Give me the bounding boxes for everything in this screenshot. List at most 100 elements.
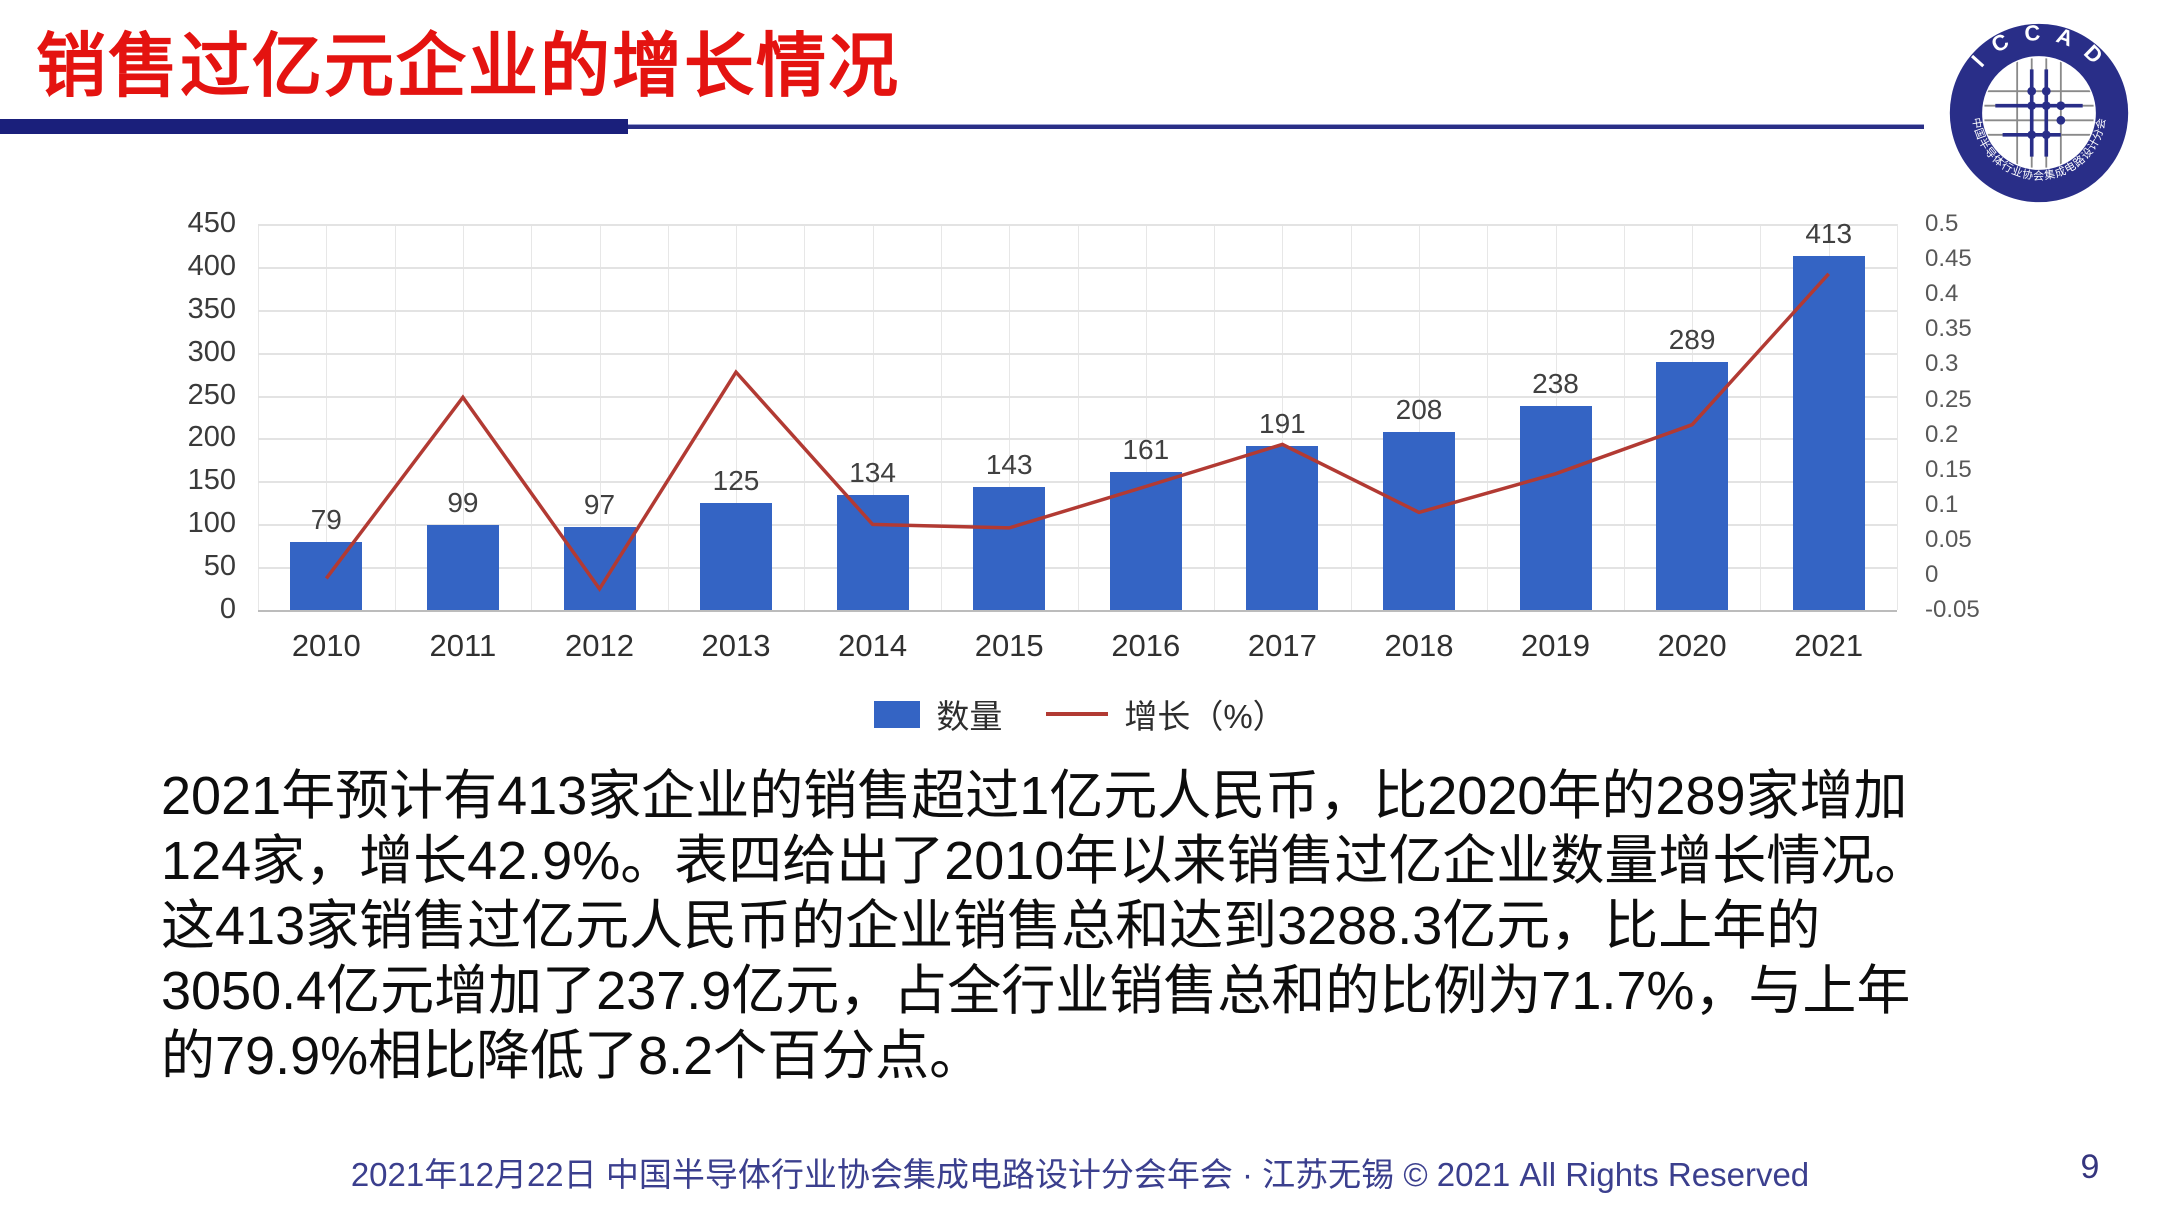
bar-value-label: 143 xyxy=(985,449,1033,481)
x-axis-label: 2017 xyxy=(1247,628,1317,663)
vertical-gridline xyxy=(1419,224,1420,610)
footer-text: 2021年12月22日 中国半导体行业协会集成电路设计分会年会 · 江苏无锡 ©… xyxy=(350,1156,1810,1193)
x-axis-label: 2021 xyxy=(1794,628,1864,663)
horizontal-gridline xyxy=(258,395,1897,398)
x-axis-label: 2018 xyxy=(1384,628,1454,663)
bar-2014 xyxy=(836,495,909,610)
vertical-gridline xyxy=(1214,224,1216,610)
body-paragraph: 2021年预计有413家企业的销售超过1亿元人民币，比2020年的289家增加 … xyxy=(161,764,2021,1089)
right-axis-tick: 0.45 xyxy=(1925,245,1972,273)
body-line-4: 3050.4亿元增加了237.9亿元，占全行业销售总和的比例为71.7%，与上年 xyxy=(161,961,1911,1021)
bar-value-label: 191 xyxy=(1259,408,1306,440)
bar-2019 xyxy=(1519,405,1592,610)
left-axis-tick: 150 xyxy=(187,464,236,497)
title-divider-thin xyxy=(628,124,1924,129)
x-axis-label: 2014 xyxy=(838,628,908,663)
left-axis-tick: 350 xyxy=(187,292,236,325)
legend-bar-label: 数量 xyxy=(936,698,1003,735)
x-axis-line xyxy=(258,610,1897,612)
slide-title: 销售过亿元企业的增长情况 xyxy=(36,27,900,105)
right-axis-tick: 0 xyxy=(1925,560,1939,588)
right-axis-tick: 0.4 xyxy=(1925,280,1959,308)
vertical-gridline xyxy=(736,224,737,610)
bar-value-label: 99 xyxy=(447,487,479,519)
vertical-gridline xyxy=(1760,224,1762,610)
vertical-gridline xyxy=(1623,224,1625,610)
vertical-gridline xyxy=(804,224,806,610)
bar-2015 xyxy=(973,487,1046,610)
vertical-gridline xyxy=(1077,224,1079,610)
vertical-gridline xyxy=(1487,224,1489,610)
x-axis-label: 2010 xyxy=(291,628,361,663)
bar-2012 xyxy=(563,526,636,610)
bar-value-label: 238 xyxy=(1532,367,1579,399)
title-divider-thick xyxy=(0,119,628,134)
x-axis-label: 2019 xyxy=(1521,628,1590,663)
vertical-gridline xyxy=(940,224,942,610)
vertical-gridline xyxy=(1282,224,1284,610)
right-axis-tick: -0.05 xyxy=(1925,596,1980,623)
body-line-1: 2021年预计有413家企业的销售超过1亿元人民币，比2020年的289家增加 xyxy=(161,766,1908,826)
bar-value-label: 134 xyxy=(849,457,896,489)
left-axis-tick: 100 xyxy=(187,507,236,540)
chart-legend: 数量 增长（%） xyxy=(0,690,2160,738)
combo-chart: 0 50 100 150 200 250 300 350 400 450 0.5 0.45 0.4 0.3… xyxy=(188,207,1980,663)
legend-line-label: 增长（%） xyxy=(1124,698,1286,735)
bar-value-label: 208 xyxy=(1395,393,1443,425)
x-axis-label: 2013 xyxy=(701,628,771,663)
right-axis-tick: 0.5 xyxy=(1925,210,1959,237)
bar-2020 xyxy=(1656,362,1729,610)
vertical-gridline xyxy=(599,224,601,610)
left-axis-tick: 250 xyxy=(187,378,236,411)
x-axis-label: 2020 xyxy=(1657,628,1727,663)
x-axis-label: 2011 xyxy=(429,628,497,663)
bar-value-label: 125 xyxy=(712,464,760,496)
vertical-gridline xyxy=(258,224,259,610)
horizontal-gridline xyxy=(258,352,1897,355)
right-axis-tick: 0.25 xyxy=(1925,385,1972,413)
vertical-gridline xyxy=(872,224,874,610)
bar-2021 xyxy=(1792,255,1865,610)
left-axis-tick: 400 xyxy=(187,249,236,282)
right-axis-tick: 0.05 xyxy=(1925,525,1972,553)
body-line-3: 这413家销售过亿元人民币的企业销售总和达到3288.3亿元，比上年的 xyxy=(161,896,1821,956)
vertical-gridline xyxy=(326,224,328,610)
horizontal-gridline xyxy=(258,438,1897,441)
x-axis-label: 2012 xyxy=(565,628,634,663)
body-line-2: 124家，增长42.9%。表四给出了2010年以来销售过亿企业数量增长情况。 xyxy=(161,831,1929,891)
page-number: 9 xyxy=(2080,1148,2100,1186)
horizontal-gridline xyxy=(258,524,1897,527)
bar-2018 xyxy=(1383,431,1455,610)
vertical-gridline xyxy=(667,224,669,610)
right-axis-tick: 0.35 xyxy=(1925,315,1972,343)
vertical-gridline xyxy=(1009,224,1011,610)
right-axis-tick: 0.3 xyxy=(1925,350,1959,378)
growth-line xyxy=(324,272,1830,593)
iccad-logo: I C C A D 中国半导体行业协会集成电路设计分会 xyxy=(1949,22,2129,203)
horizontal-gridline xyxy=(258,567,1897,570)
horizontal-gridline xyxy=(258,224,1897,226)
bar-2011 xyxy=(426,525,499,610)
vertical-gridline xyxy=(1350,224,1352,610)
legend-bar-swatch xyxy=(874,700,921,728)
bar-value-label: 79 xyxy=(310,504,342,536)
left-axis-tick: 450 xyxy=(187,207,236,239)
vertical-gridline xyxy=(1897,224,1898,610)
bar-value-label: 413 xyxy=(1805,217,1853,249)
body-line-5: 的79.9%相比降低了8.2个百分点。 xyxy=(161,1026,984,1086)
x-axis-label: 2015 xyxy=(974,628,1044,663)
bar-2013 xyxy=(700,502,772,610)
left-axis-tick: 0 xyxy=(219,593,236,625)
left-axis-tick: 50 xyxy=(203,550,236,583)
horizontal-gridline xyxy=(258,481,1897,484)
vertical-gridline xyxy=(1145,224,1147,610)
bar-value-label: 97 xyxy=(583,488,616,520)
horizontal-gridline xyxy=(258,266,1897,269)
left-axis-tick: 300 xyxy=(187,335,236,368)
x-axis-label: 2016 xyxy=(1111,628,1181,663)
right-axis-tick: 0.2 xyxy=(1925,420,1959,448)
right-axis-tick: 0.1 xyxy=(1925,490,1959,518)
vertical-gridline xyxy=(531,224,533,610)
bar-value-label: 289 xyxy=(1668,324,1716,356)
